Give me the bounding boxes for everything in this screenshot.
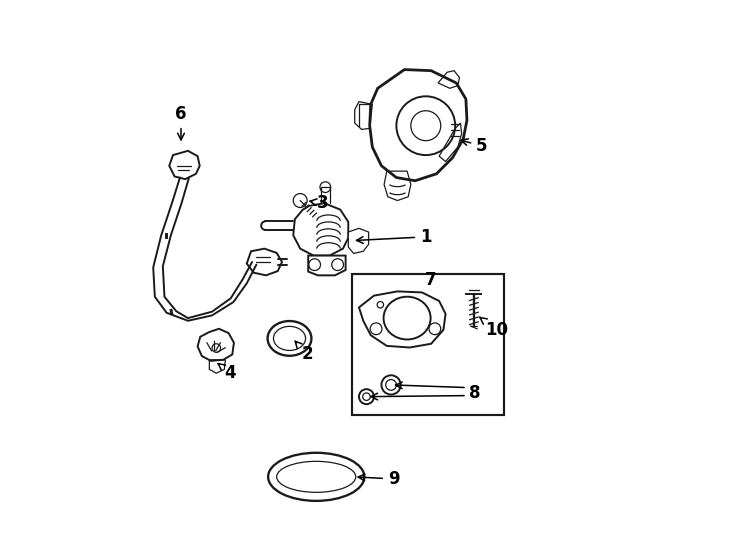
Text: 5: 5	[461, 137, 487, 155]
Polygon shape	[294, 203, 349, 255]
Text: 7: 7	[425, 271, 437, 288]
Text: 8: 8	[468, 384, 480, 402]
Text: 10: 10	[479, 317, 508, 339]
Text: 9: 9	[358, 470, 399, 488]
Text: 2: 2	[295, 341, 313, 363]
Polygon shape	[359, 292, 446, 348]
Polygon shape	[349, 228, 368, 253]
Text: 3: 3	[310, 194, 329, 212]
Text: 1: 1	[357, 228, 432, 246]
Bar	[352, 274, 504, 415]
Text: 6: 6	[175, 105, 186, 140]
Polygon shape	[308, 255, 346, 275]
Text: 4: 4	[218, 363, 236, 382]
